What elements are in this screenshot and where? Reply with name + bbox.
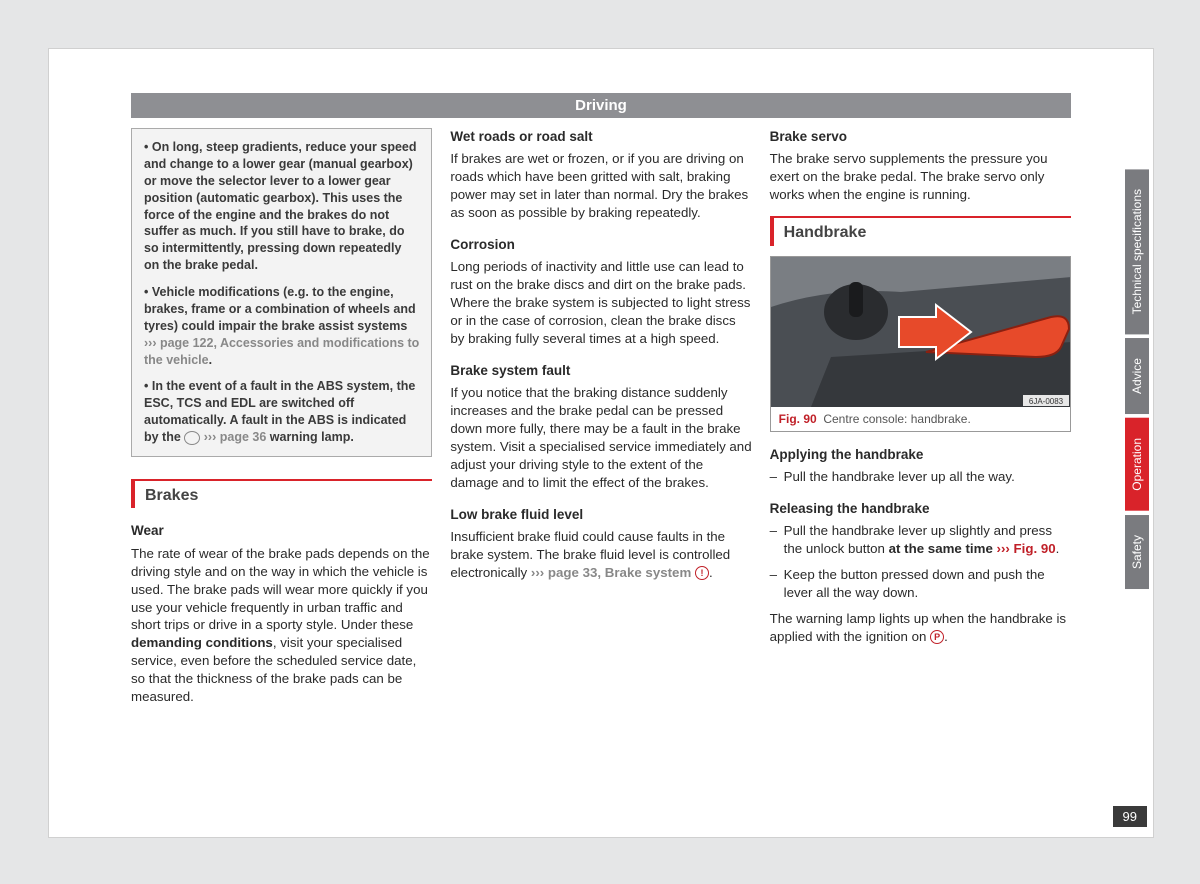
column-middle: Wet roads or road salt If brakes are wet…: [450, 128, 751, 714]
parking-lamp-icon: P: [930, 630, 944, 644]
release-subheading: Releasing the handbrake: [770, 500, 1071, 518]
svg-text:6JA-0083: 6JA-0083: [1029, 397, 1064, 406]
tab-advice[interactable]: Advice: [1125, 338, 1149, 414]
handbrake-figure-image: 6JA-0083: [771, 257, 1070, 407]
tab-safety[interactable]: Safety: [1125, 515, 1149, 589]
fault-paragraph: If you notice that the braking distance …: [450, 384, 751, 492]
corrosion-subheading: Corrosion: [450, 236, 751, 254]
note-para-2: • Vehicle modifications (e.g. to the eng…: [144, 284, 419, 368]
page-ref: ››› page 33, Brake system: [531, 565, 691, 580]
apply-subheading: Applying the handbrake: [770, 446, 1071, 464]
section-header: Driving: [131, 93, 1071, 118]
abs-icon: [184, 431, 200, 445]
page-ref: ››› page 36: [200, 430, 266, 444]
handbrake-heading: Handbrake: [770, 216, 1071, 246]
apply-step: Pull the handbrake lever up all the way.: [770, 468, 1071, 486]
note-para-1: • On long, steep gradients, reduce your …: [144, 139, 419, 274]
wet-subheading: Wet roads or road salt: [450, 128, 751, 146]
tab-tech-spec[interactable]: Technical specifications: [1125, 169, 1149, 334]
fault-subheading: Brake system fault: [450, 362, 751, 380]
wet-paragraph: If brakes are wet or frozen, or if you a…: [450, 150, 751, 222]
release-step-1: Pull the handbrake lever up slightly and…: [770, 522, 1071, 558]
manual-page: Driving • On long, steep gradients, redu…: [48, 48, 1154, 838]
figure-box: 6JA-0083 Fig. 90 Centre console: handbra…: [770, 256, 1071, 432]
figure-ref: ››› Fig. 90: [997, 541, 1056, 556]
side-tabs: Technical specifications Advice Operatio…: [1125, 169, 1153, 593]
tab-operation[interactable]: Operation: [1125, 418, 1149, 511]
page-number: 99: [1113, 806, 1147, 827]
warning-lamp-paragraph: The warning lamp lights up when the hand…: [770, 610, 1071, 646]
figure-number: Fig. 90: [779, 412, 817, 426]
page-ref: ››› page 122, Accessories and modificati…: [144, 336, 419, 367]
lowfluid-subheading: Low brake fluid level: [450, 506, 751, 524]
release-step-2: Keep the button pressed down and push th…: [770, 566, 1071, 602]
brakes-heading: Brakes: [131, 479, 432, 509]
warning-icon: !: [695, 566, 709, 580]
warning-note-box: • On long, steep gradients, reduce your …: [131, 128, 432, 457]
servo-paragraph: The brake servo supplements the pressure…: [770, 150, 1071, 204]
note-para-3: • In the event of a fault in the ABS sys…: [144, 378, 419, 446]
corrosion-paragraph: Long periods of inactivity and little us…: [450, 258, 751, 348]
content-columns: • On long, steep gradients, reduce your …: [49, 118, 1153, 714]
column-right: Brake servo The brake servo supplements …: [770, 128, 1071, 714]
wear-paragraph: The rate of wear of the brake pads depen…: [131, 545, 432, 706]
lowfluid-paragraph: Insufficient brake fluid could cause fau…: [450, 528, 751, 582]
wear-subheading: Wear: [131, 522, 432, 540]
column-left: • On long, steep gradients, reduce your …: [131, 128, 432, 714]
servo-subheading: Brake servo: [770, 128, 1071, 146]
figure-caption: Fig. 90 Centre console: handbrake.: [771, 407, 1070, 431]
